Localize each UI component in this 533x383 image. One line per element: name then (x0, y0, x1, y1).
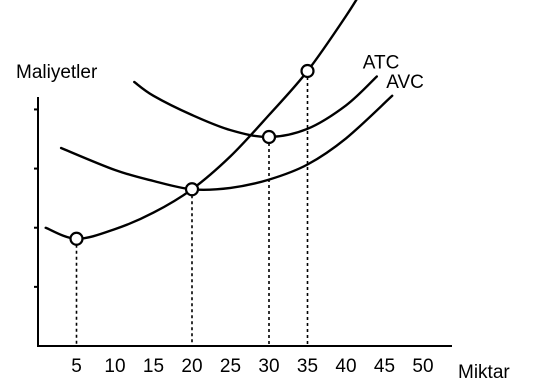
x-tick-label-10: 10 (104, 356, 125, 377)
curve-labels: MCATCAVC (363, 53, 424, 93)
x-axis-label: Miktar (458, 362, 510, 383)
x-tick-label-5: 5 (71, 356, 82, 377)
avc-label: AVC (386, 72, 424, 93)
y-ticks (34, 108, 38, 288)
intersection-point-30 (261, 129, 277, 145)
x-tick-label-30: 30 (258, 356, 279, 377)
x-tick-label-45: 45 (374, 356, 395, 377)
dropdown-lines (75, 77, 309, 346)
intersection-point-20 (184, 182, 200, 197)
x-tick-label-40: 40 (335, 356, 356, 377)
x-tick-label-50: 50 (412, 356, 433, 377)
x-tick-label-20: 20 (181, 356, 202, 377)
x-tick-label-15: 15 (143, 356, 164, 377)
atc-label: ATC (363, 53, 400, 74)
x-ticks: 5 10 15 20 25 30 35 40 45 50 (71, 356, 433, 377)
curves (44, 0, 394, 241)
x-tick-label-25: 25 (220, 356, 241, 377)
intersection-point-5 (69, 231, 84, 246)
avc-curve (59, 94, 394, 191)
mc-curve (44, 0, 358, 241)
markers (69, 63, 315, 246)
x-tick-label-35: 35 (297, 356, 318, 377)
intersection-point-35 (300, 63, 315, 79)
atc-curve (133, 75, 378, 139)
y-axis-label: Maliyetler (16, 62, 98, 83)
